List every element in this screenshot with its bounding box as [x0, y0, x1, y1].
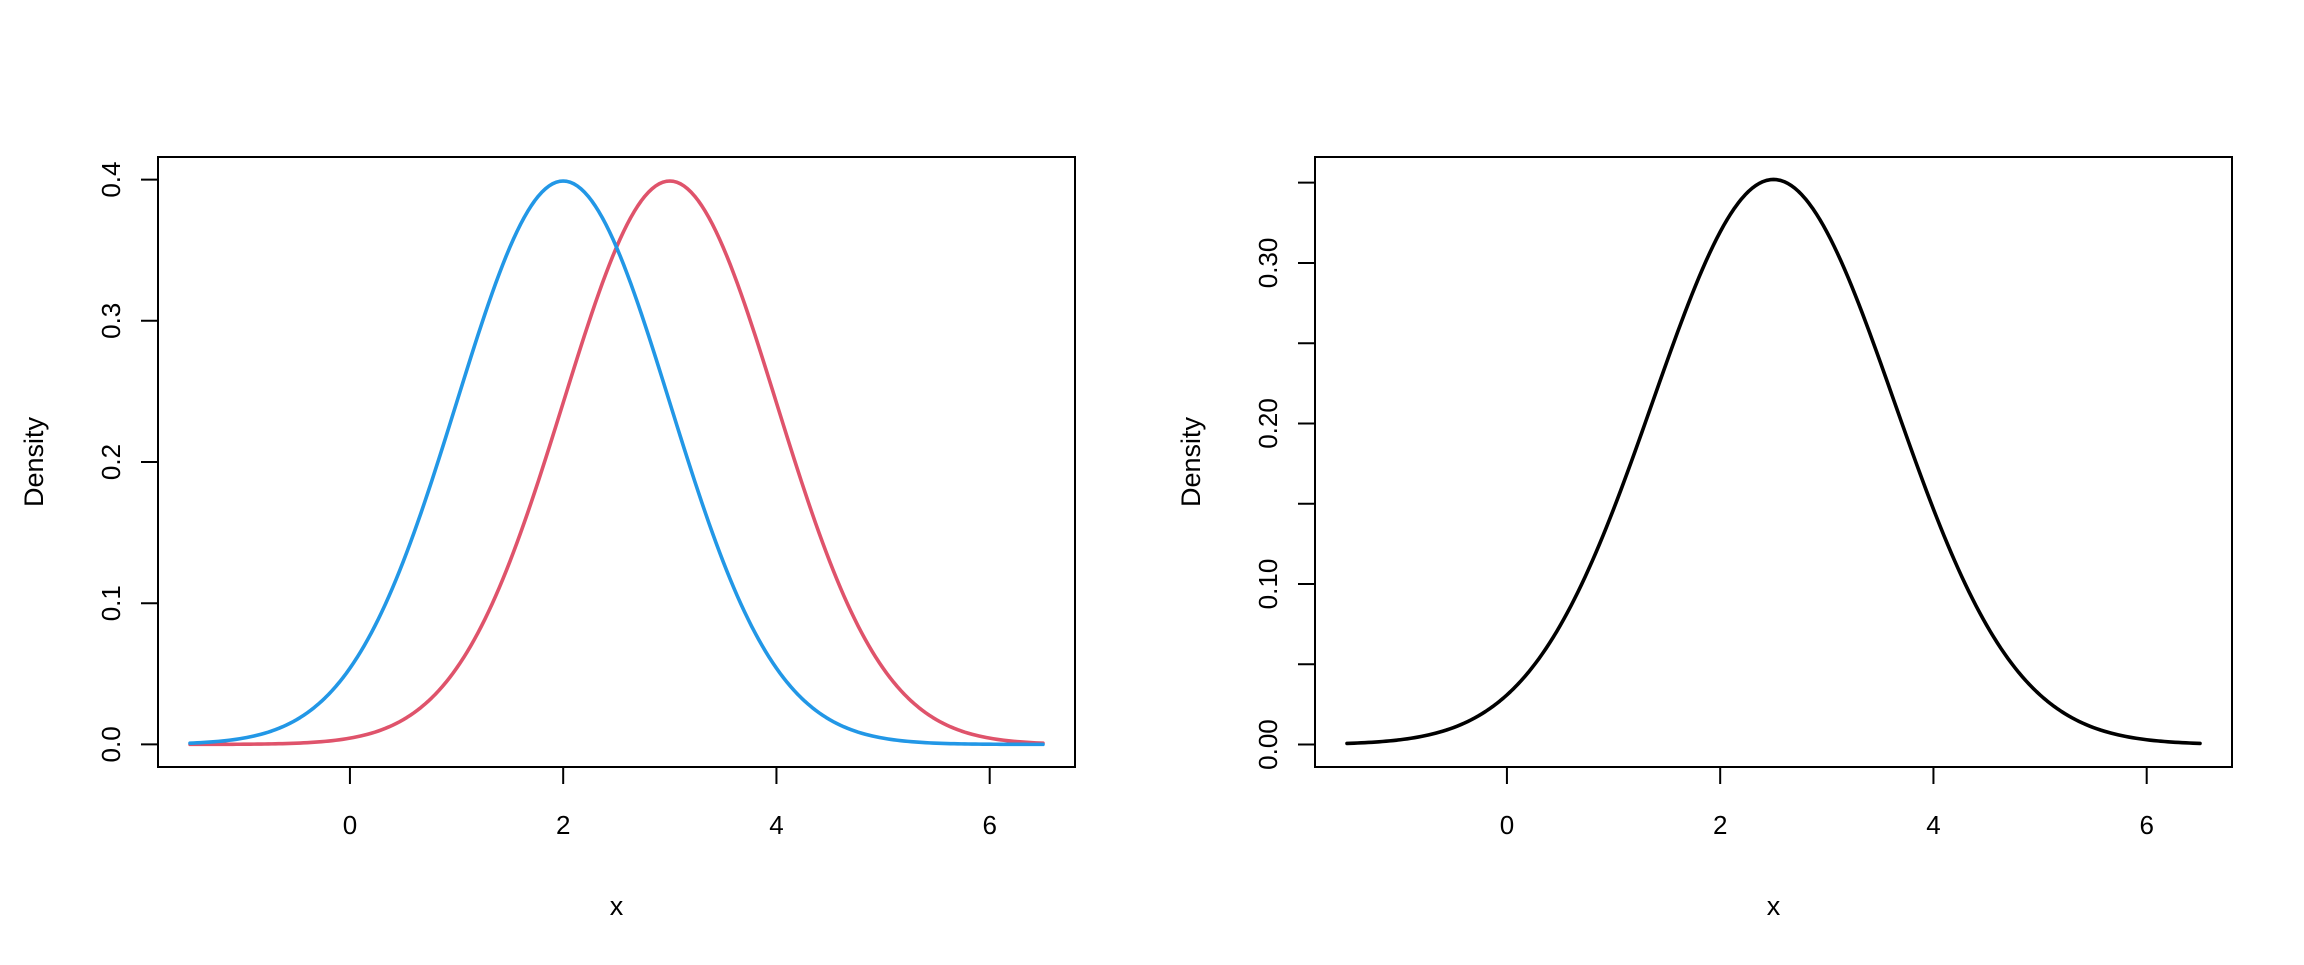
x-axis-title: x: [1767, 891, 1781, 921]
x-tick-label: 4: [769, 810, 783, 840]
y-tick-label: 0.0: [96, 726, 126, 762]
y-axis-title: Density: [19, 416, 49, 507]
plot-panel-1: 0 2 4 6 0.0 0.1 0.2 0.3 0.4 x Density: [19, 156, 1076, 921]
y-tick-label: 0.10: [1253, 559, 1283, 610]
y-tick-label: 0.30: [1253, 238, 1283, 289]
x-tick-label: 2: [556, 810, 570, 840]
x-tick-label: 2: [1713, 810, 1727, 840]
x-tick-label: 4: [1926, 810, 1940, 840]
y-tick-label: 0.20: [1253, 398, 1283, 449]
y-tick-label: 0.3: [96, 303, 126, 339]
x-tick-label: 0: [1500, 810, 1514, 840]
series-line-1: [1345, 177, 2202, 746]
x-tick-label: 6: [982, 810, 996, 840]
y-axis-title: Density: [1176, 416, 1206, 507]
x-tick-label: 6: [2139, 810, 2153, 840]
y-tick-label: 0.2: [96, 444, 126, 480]
series-line-2: [188, 179, 1045, 747]
series-line-1: [188, 179, 1045, 747]
y-tick-label: 0.4: [96, 162, 126, 198]
plot-panel-2: 0 2 4 6 0.00 0.10 0.20 0.30 x Density: [1176, 156, 2233, 921]
y-tick-label: 0.1: [96, 585, 126, 621]
plot-frame: [1314, 156, 2233, 768]
x-axis-title: x: [610, 891, 624, 921]
x-tick-label: 0: [343, 810, 357, 840]
y-tick-label: 0.00: [1253, 719, 1283, 770]
